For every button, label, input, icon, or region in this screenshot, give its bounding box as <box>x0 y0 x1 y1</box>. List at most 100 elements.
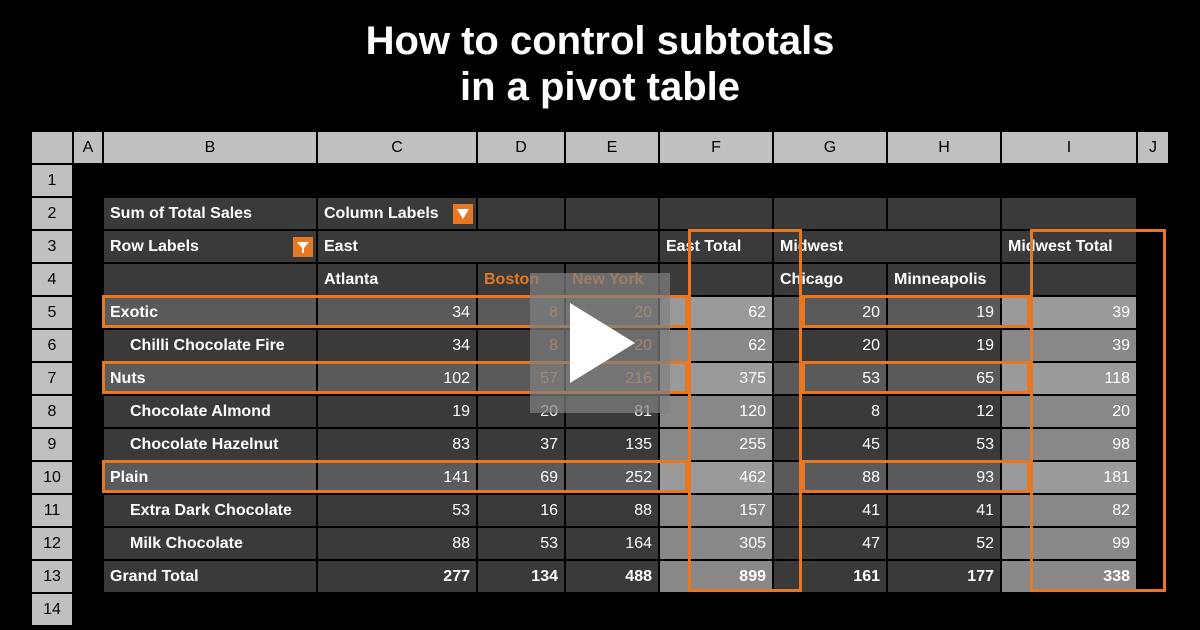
row-7[interactable]: 7 <box>31 362 73 395</box>
cat-nuts[interactable]: Nuts <box>103 362 317 395</box>
row-2[interactable]: 2 <box>31 197 73 230</box>
cell[interactable]: 118 <box>1001 362 1137 395</box>
cell[interactable]: 99 <box>1001 527 1137 560</box>
row-filter-icon[interactable] <box>293 237 313 257</box>
cell[interactable]: 34 <box>317 296 477 329</box>
cell[interactable]: 19 <box>887 329 1001 362</box>
col-G[interactable]: G <box>773 131 887 164</box>
cell[interactable]: 53 <box>317 494 477 527</box>
cell[interactable]: 41 <box>887 494 1001 527</box>
cell[interactable]: 83 <box>317 428 477 461</box>
cell[interactable]: 98 <box>1001 428 1137 461</box>
cell[interactable]: 20 <box>1001 395 1137 428</box>
grand-total-label[interactable]: Grand Total <box>103 560 317 593</box>
col-H[interactable]: H <box>887 131 1001 164</box>
row-5[interactable]: 5 <box>31 296 73 329</box>
item-milk[interactable]: Milk Chocolate <box>103 527 317 560</box>
cell[interactable]: 82 <box>1001 494 1137 527</box>
col-A[interactable]: A <box>73 131 103 164</box>
row-10[interactable]: 10 <box>31 461 73 494</box>
cell[interactable]: 134 <box>477 560 565 593</box>
row-1[interactable]: 1 <box>31 164 73 197</box>
cell[interactable]: 462 <box>659 461 773 494</box>
cell[interactable]: 120 <box>659 395 773 428</box>
row-8[interactable]: 8 <box>31 395 73 428</box>
col-D[interactable]: D <box>477 131 565 164</box>
cell[interactable]: 88 <box>317 527 477 560</box>
cell[interactable]: 277 <box>317 560 477 593</box>
cell[interactable]: 52 <box>887 527 1001 560</box>
cell[interactable]: 45 <box>773 428 887 461</box>
cell[interactable]: 8 <box>773 395 887 428</box>
cell[interactable]: 338 <box>1001 560 1137 593</box>
east-header[interactable]: East <box>317 230 659 263</box>
cell[interactable]: 177 <box>887 560 1001 593</box>
city-chicago[interactable]: Chicago <box>773 263 887 296</box>
cat-exotic[interactable]: Exotic <box>103 296 317 329</box>
cell[interactable]: 102 <box>317 362 477 395</box>
east-total-header[interactable]: East Total <box>659 230 773 263</box>
cat-plain[interactable]: Plain <box>103 461 317 494</box>
col-I[interactable]: I <box>1001 131 1137 164</box>
cell[interactable]: 375 <box>659 362 773 395</box>
row-13[interactable]: 13 <box>31 560 73 593</box>
cell[interactable]: 65 <box>887 362 1001 395</box>
col-B[interactable]: B <box>103 131 317 164</box>
cell[interactable]: 34 <box>317 329 477 362</box>
cell[interactable]: 53 <box>887 428 1001 461</box>
cell[interactable]: 53 <box>477 527 565 560</box>
cell[interactable]: 69 <box>477 461 565 494</box>
cell[interactable]: 19 <box>887 296 1001 329</box>
cell[interactable]: 16 <box>477 494 565 527</box>
cell[interactable]: 141 <box>317 461 477 494</box>
row-6[interactable]: 6 <box>31 329 73 362</box>
cell[interactable]: 88 <box>773 461 887 494</box>
column-labels-cell[interactable]: Column Labels <box>317 197 477 230</box>
cell[interactable]: 39 <box>1001 296 1137 329</box>
row-14[interactable]: 14 <box>31 593 73 626</box>
cell[interactable]: 47 <box>773 527 887 560</box>
row-3[interactable]: 3 <box>31 230 73 263</box>
row-4[interactable]: 4 <box>31 263 73 296</box>
city-atlanta[interactable]: Atlanta <box>317 263 477 296</box>
cell[interactable]: 161 <box>773 560 887 593</box>
cell[interactable]: 37 <box>477 428 565 461</box>
cell[interactable]: 20 <box>773 296 887 329</box>
item-almond[interactable]: Chocolate Almond <box>103 395 317 428</box>
cell[interactable]: 164 <box>565 527 659 560</box>
cell[interactable]: 53 <box>773 362 887 395</box>
cell[interactable]: 93 <box>887 461 1001 494</box>
cell[interactable]: 19 <box>317 395 477 428</box>
row-11[interactable]: 11 <box>31 494 73 527</box>
midwest-total-header[interactable]: Midwest Total <box>1001 230 1137 263</box>
row-12[interactable]: 12 <box>31 527 73 560</box>
cell[interactable]: 20 <box>773 329 887 362</box>
cell[interactable]: 181 <box>1001 461 1137 494</box>
column-filter-icon[interactable] <box>453 204 473 224</box>
midwest-header[interactable]: Midwest <box>773 230 1001 263</box>
col-C[interactable]: C <box>317 131 477 164</box>
cell[interactable]: 12 <box>887 395 1001 428</box>
cell[interactable]: 62 <box>659 296 773 329</box>
cell[interactable]: 135 <box>565 428 659 461</box>
city-minneapolis[interactable]: Minneapolis <box>887 263 1001 296</box>
cell[interactable]: 39 <box>1001 329 1137 362</box>
cell[interactable]: 62 <box>659 329 773 362</box>
row-9[interactable]: 9 <box>31 428 73 461</box>
sum-of-total-sales[interactable]: Sum of Total Sales <box>103 197 317 230</box>
item-chilli[interactable]: Chilli Chocolate Fire <box>103 329 317 362</box>
row-labels-cell[interactable]: Row Labels <box>103 230 317 263</box>
item-extradark[interactable]: Extra Dark Chocolate <box>103 494 317 527</box>
col-E[interactable]: E <box>565 131 659 164</box>
cell[interactable]: 899 <box>659 560 773 593</box>
cell[interactable]: 255 <box>659 428 773 461</box>
play-button[interactable] <box>530 273 670 413</box>
cell[interactable]: 252 <box>565 461 659 494</box>
cell[interactable]: 488 <box>565 560 659 593</box>
cell[interactable]: 305 <box>659 527 773 560</box>
cell[interactable]: 88 <box>565 494 659 527</box>
col-F[interactable]: F <box>659 131 773 164</box>
cell[interactable]: 157 <box>659 494 773 527</box>
col-J[interactable]: J <box>1137 131 1169 164</box>
item-hazelnut[interactable]: Chocolate Hazelnut <box>103 428 317 461</box>
